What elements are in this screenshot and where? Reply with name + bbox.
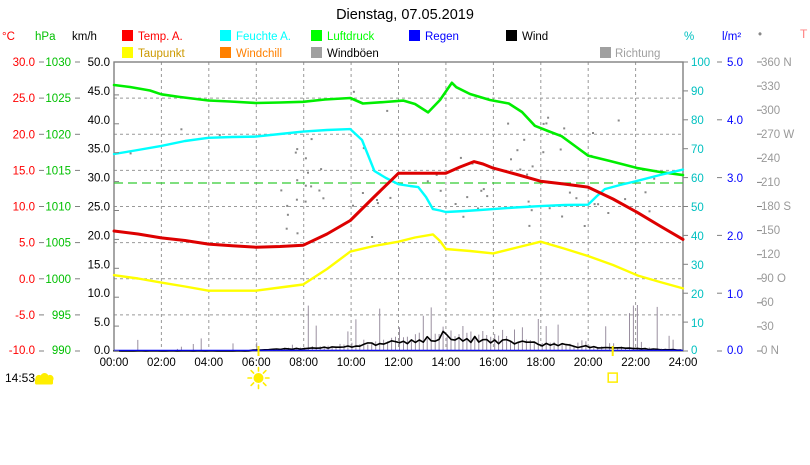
- svg-text:16:00: 16:00: [479, 357, 508, 369]
- svg-text:90 O: 90 O: [761, 273, 786, 285]
- svg-text:40: 40: [691, 231, 704, 243]
- svg-text:60: 60: [761, 297, 774, 309]
- svg-text:Feuchte A.: Feuchte A.: [236, 31, 291, 43]
- svg-text:330: 330: [761, 81, 780, 93]
- svg-text:270 W: 270 W: [761, 129, 794, 141]
- svg-text:45.0: 45.0: [88, 86, 110, 98]
- svg-text:Richtung: Richtung: [615, 48, 660, 60]
- svg-text:08:00: 08:00: [289, 357, 318, 369]
- svg-text:30: 30: [761, 321, 774, 333]
- svg-text:Windchill: Windchill: [236, 48, 282, 60]
- svg-text:10.0: 10.0: [13, 202, 35, 214]
- svg-text:360 N: 360 N: [761, 57, 792, 69]
- svg-text:T: T: [800, 27, 808, 41]
- svg-text:80: 80: [691, 115, 704, 127]
- svg-text:22:00: 22:00: [621, 357, 650, 369]
- svg-text:-5.0: -5.0: [15, 310, 35, 322]
- svg-text:10: 10: [691, 318, 704, 330]
- svg-text:30.0: 30.0: [88, 173, 110, 185]
- svg-text:Regen: Regen: [425, 31, 459, 43]
- svg-text:04:00: 04:00: [194, 357, 223, 369]
- svg-text:30.0: 30.0: [13, 57, 35, 69]
- svg-text:30: 30: [691, 260, 704, 272]
- svg-text:1005: 1005: [45, 238, 71, 250]
- svg-text:18:00: 18:00: [526, 357, 555, 369]
- svg-text:10:00: 10:00: [337, 357, 366, 369]
- svg-text:0.0: 0.0: [94, 345, 110, 357]
- svg-text:5.0: 5.0: [727, 57, 743, 69]
- svg-text:995: 995: [52, 310, 71, 322]
- svg-text:1.0: 1.0: [727, 289, 743, 301]
- svg-text:120: 120: [761, 249, 780, 261]
- svg-text:02:00: 02:00: [147, 357, 176, 369]
- svg-text:20:00: 20:00: [574, 357, 603, 369]
- svg-text:4.0: 4.0: [727, 115, 743, 127]
- svg-text:20: 20: [691, 289, 704, 301]
- svg-text:Windböen: Windböen: [327, 48, 379, 60]
- svg-text:Dienstag, 07.05.2019: Dienstag, 07.05.2019: [336, 7, 474, 23]
- svg-text:0: 0: [691, 345, 697, 357]
- svg-text:Luftdruck: Luftdruck: [327, 31, 375, 43]
- svg-text:15.0: 15.0: [13, 165, 35, 177]
- svg-text:70: 70: [691, 144, 704, 156]
- svg-text:°C: °C: [2, 31, 15, 43]
- svg-text:-10.0: -10.0: [9, 345, 35, 357]
- svg-text:100: 100: [691, 57, 710, 69]
- svg-text:15.0: 15.0: [88, 259, 110, 271]
- svg-text:300: 300: [761, 105, 780, 117]
- svg-text:1030: 1030: [45, 57, 71, 69]
- svg-text:km/h: km/h: [72, 31, 97, 43]
- svg-text:l/m²: l/m²: [722, 31, 741, 43]
- svg-text:50: 50: [691, 202, 704, 214]
- svg-text:5.0: 5.0: [94, 317, 110, 329]
- svg-text:0.0: 0.0: [19, 274, 35, 286]
- svg-text:Temp. A.: Temp. A.: [138, 31, 183, 43]
- svg-text:Taupunkt: Taupunkt: [138, 48, 185, 60]
- svg-text:hPa: hPa: [35, 31, 56, 43]
- svg-text:2.0: 2.0: [727, 231, 743, 243]
- svg-text:10.0: 10.0: [88, 288, 110, 300]
- svg-text:•: •: [758, 29, 762, 41]
- svg-text:5.0: 5.0: [19, 238, 35, 250]
- svg-text:Wind: Wind: [522, 31, 548, 43]
- svg-text:0.0: 0.0: [727, 345, 743, 357]
- svg-text:24:00: 24:00: [669, 357, 698, 369]
- svg-text:1025: 1025: [45, 93, 71, 105]
- svg-text:20.0: 20.0: [13, 129, 35, 141]
- svg-text:35.0: 35.0: [88, 144, 110, 156]
- svg-text:0 N: 0 N: [761, 345, 779, 357]
- svg-text:1000: 1000: [45, 274, 71, 286]
- svg-text:25.0: 25.0: [88, 202, 110, 214]
- svg-text:150: 150: [761, 225, 780, 237]
- svg-text:240: 240: [761, 153, 780, 165]
- svg-text:1010: 1010: [45, 202, 71, 214]
- svg-text:50.0: 50.0: [88, 57, 110, 69]
- svg-text:00:00: 00:00: [100, 357, 129, 369]
- svg-text:3.0: 3.0: [727, 173, 743, 185]
- svg-text:1015: 1015: [45, 165, 71, 177]
- svg-text:20.0: 20.0: [88, 230, 110, 242]
- svg-text:12:00: 12:00: [384, 357, 413, 369]
- svg-text:%: %: [684, 31, 694, 43]
- svg-text:1020: 1020: [45, 129, 71, 141]
- svg-text:25.0: 25.0: [13, 93, 35, 105]
- svg-text:14:00: 14:00: [432, 357, 461, 369]
- svg-text:40.0: 40.0: [88, 115, 110, 127]
- svg-text:180 S: 180 S: [761, 201, 791, 213]
- svg-text:990: 990: [52, 345, 71, 357]
- svg-text:60: 60: [691, 173, 704, 185]
- svg-text:14:53: 14:53: [5, 371, 35, 385]
- svg-text:06:00: 06:00: [242, 357, 271, 369]
- svg-text:210: 210: [761, 177, 780, 189]
- svg-text:90: 90: [691, 86, 704, 98]
